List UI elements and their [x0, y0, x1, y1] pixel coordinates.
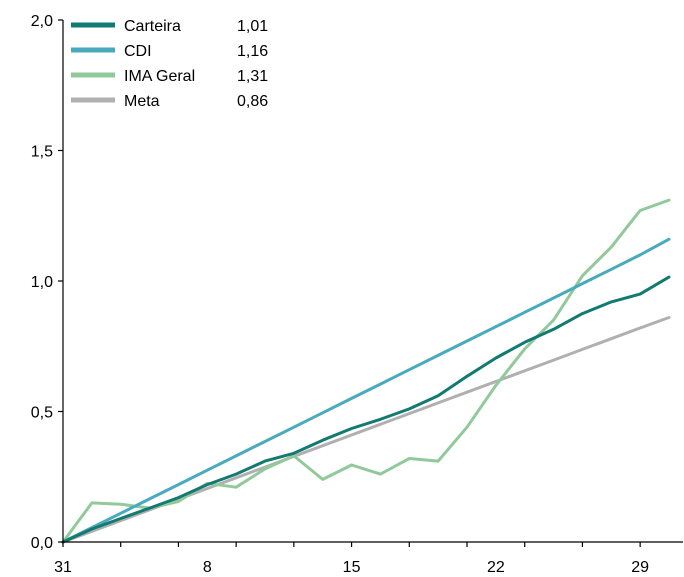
- legend-value-carteira: 1,01: [237, 18, 268, 35]
- x-tick-label: 8: [203, 559, 212, 576]
- legend-label-carteira: Carteira: [124, 18, 181, 35]
- legend-value-ima-geral: 1,31: [237, 68, 268, 85]
- series-layer: [61, 198, 671, 544]
- plot-area: 0,0 0,5 1,0 1,5 2,0 31 8 15 22 29: [31, 13, 683, 576]
- legend-label-meta: Meta: [124, 93, 160, 110]
- y-tick-label: 0,0: [31, 535, 53, 552]
- x-tick-label: 15: [343, 559, 361, 576]
- y-ticks: 0,0 0,5 1,0 1,5 2,0: [31, 13, 63, 552]
- series-line-carteira: [61, 275, 671, 544]
- legend-value-meta: 0,86: [237, 93, 268, 110]
- x-tick-label: 31: [54, 559, 72, 576]
- x-tick-label: 22: [487, 559, 505, 576]
- y-tick-label: 0,5: [31, 405, 53, 422]
- y-tick-label: 1,0: [31, 274, 53, 291]
- series-line-ima-geral: [61, 198, 671, 544]
- x-ticks: 31 8 15 22 29: [54, 542, 649, 576]
- y-tick-label: 1,5: [31, 144, 53, 161]
- y-tick-label: 2,0: [31, 13, 53, 30]
- x-tick-label: 29: [631, 559, 649, 576]
- legend-value-cdi: 1,16: [237, 43, 268, 60]
- legend-label-ima-geral: IMA Geral: [124, 68, 195, 85]
- series-line-cdi: [61, 237, 671, 544]
- legend: Carteira 1,01 CDI 1,16 IMA Geral 1,31 Meta 0,86: [71, 18, 268, 110]
- legend-label-cdi: CDI: [124, 43, 152, 60]
